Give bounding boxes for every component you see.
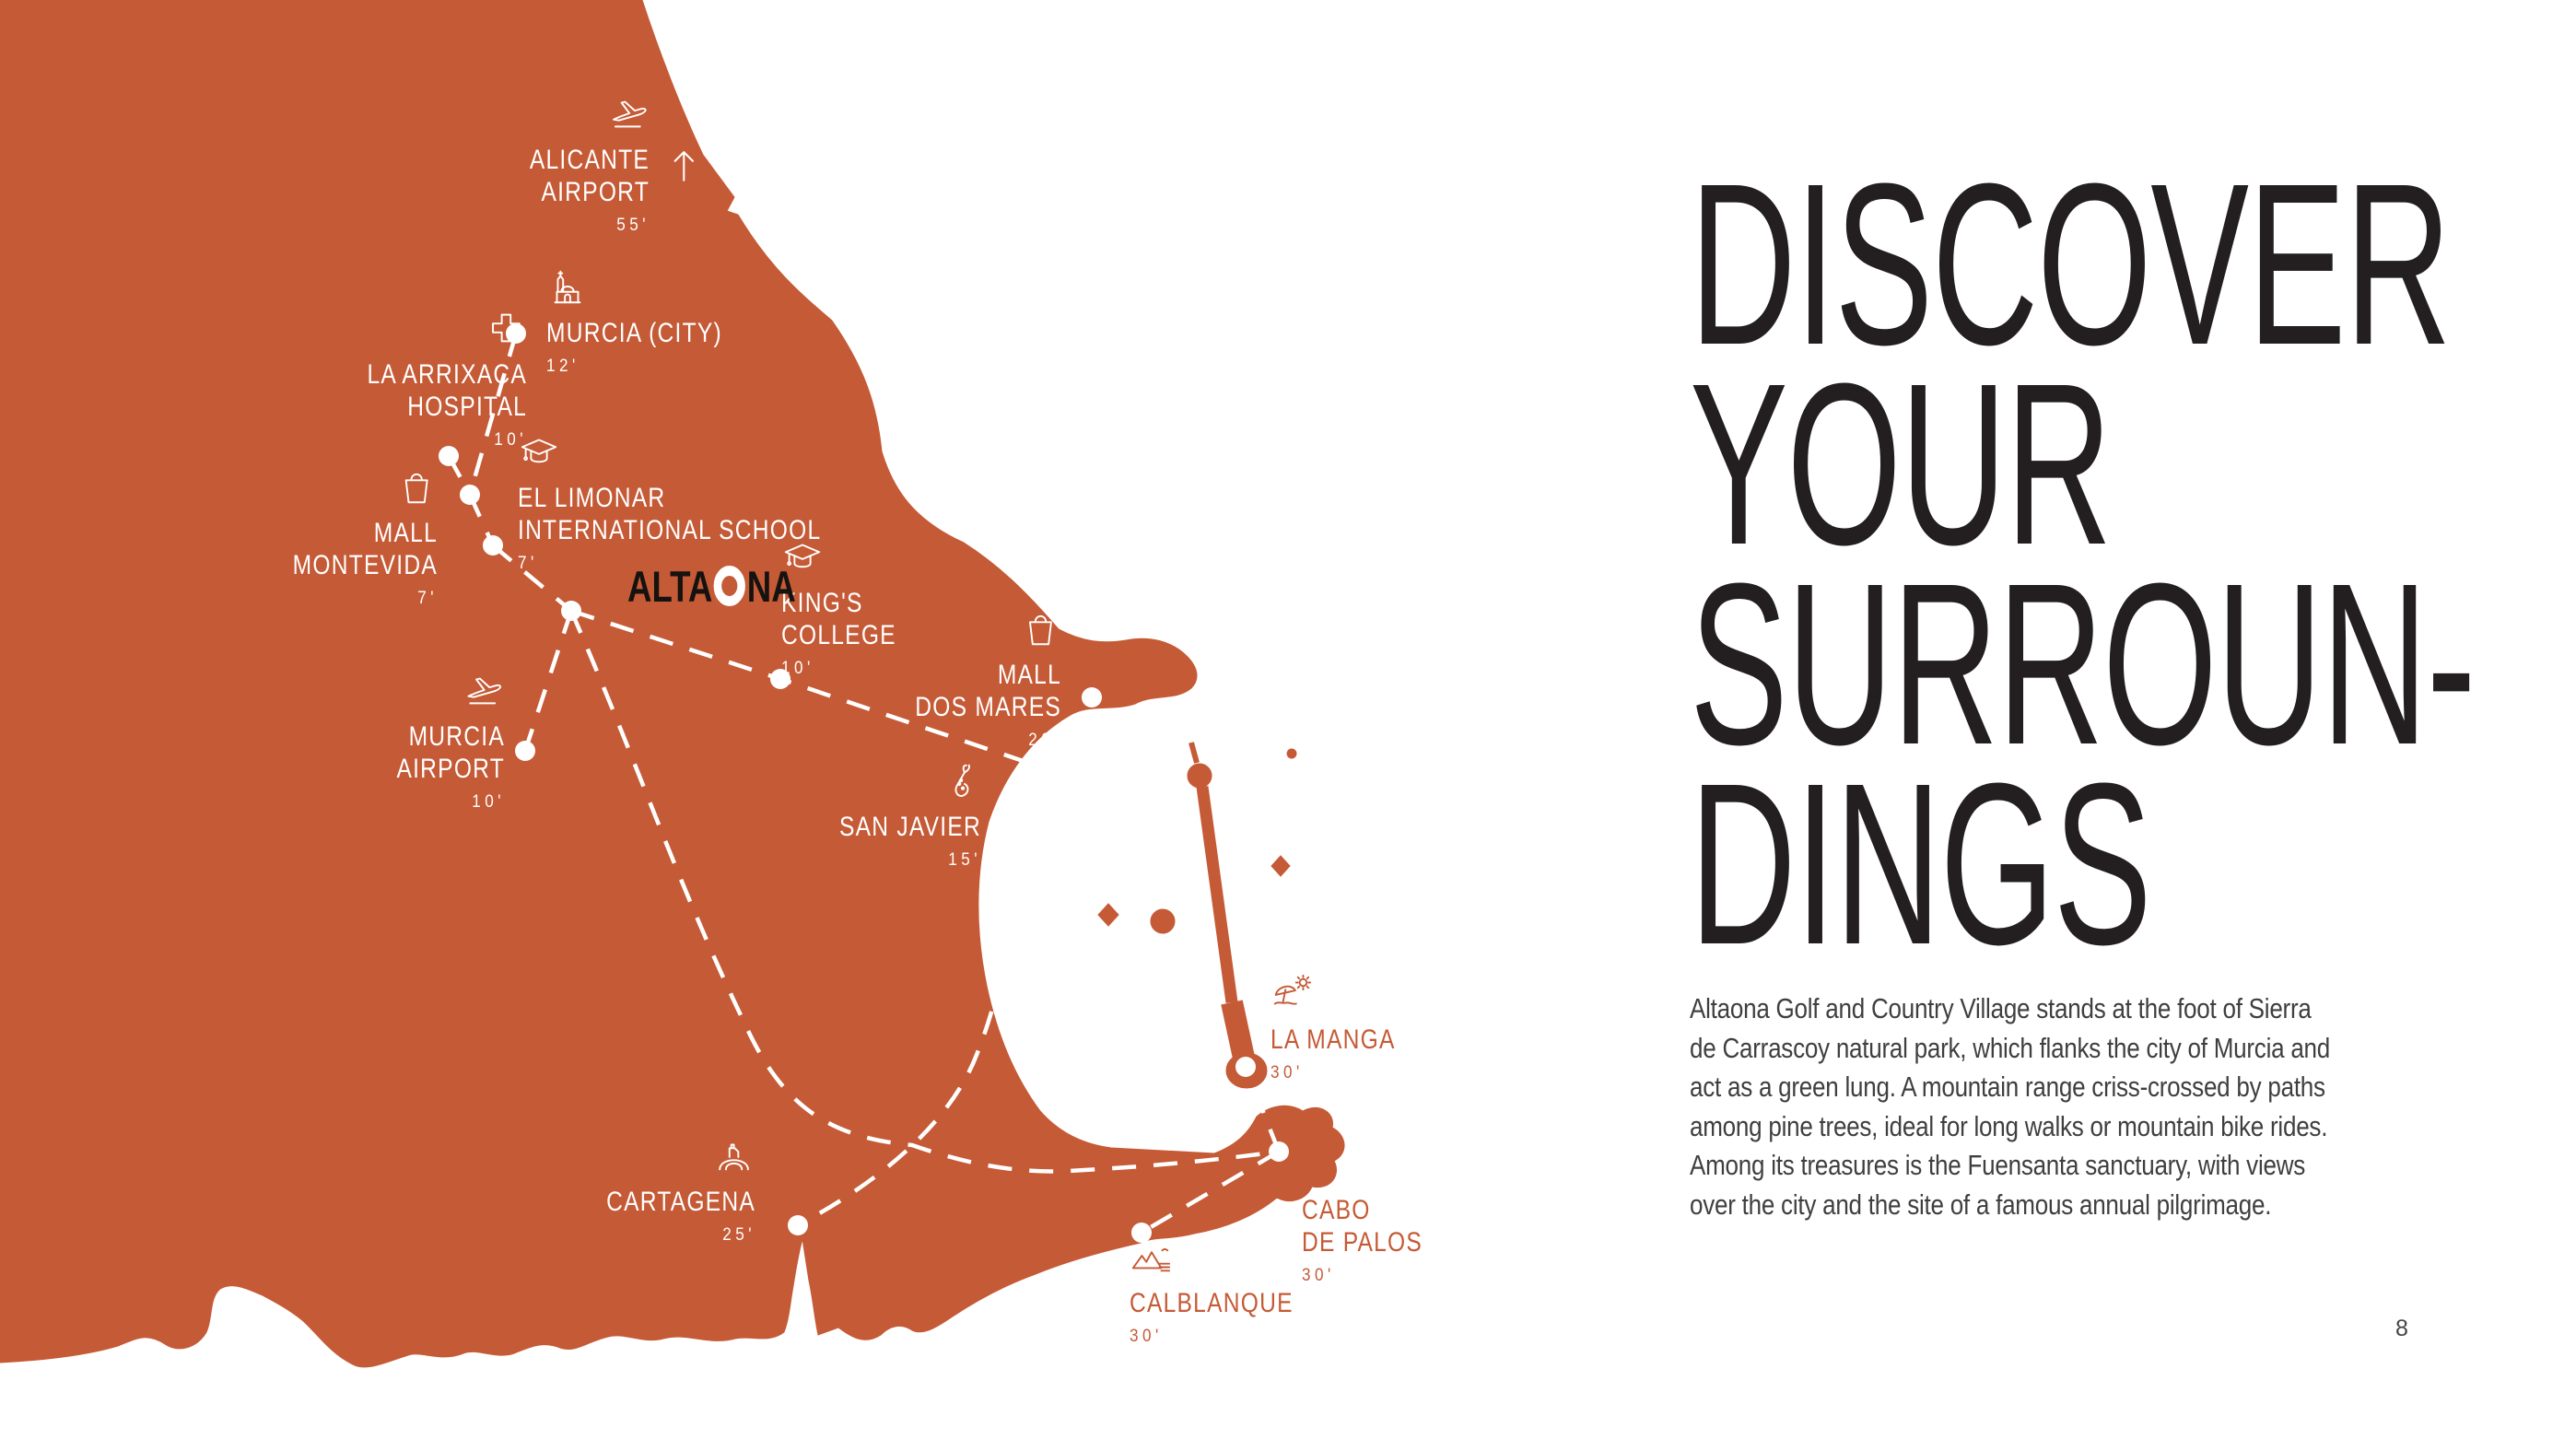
land-mass [0, 0, 1345, 1368]
map-label-el-limonar-school: EL LIMONAR INTERNATIONAL SCHOOL 7' [518, 430, 888, 574]
altaona-logo: ALTA NA [627, 561, 796, 612]
route-junction-to-cartagena [796, 768, 1050, 1227]
theater-icon [574, 1134, 755, 1182]
location-name: LA ARRIXACA HOSPITAL [367, 359, 527, 422]
location-name: LA MANGA [1270, 1024, 1396, 1055]
location-dot [515, 741, 535, 761]
plane-icon [503, 92, 650, 140]
cross-icon [332, 307, 527, 355]
location-dot [483, 535, 503, 556]
map-label-san-javier: SAN JAVIER 15' [808, 759, 981, 871]
title-line: SURROUN- [1690, 535, 2476, 792]
lighthouse-icon [1302, 1142, 1449, 1190]
beach-icon [1270, 972, 1423, 1020]
travel-time: 30' [1302, 1266, 1335, 1285]
location-name: KING'S COLLEGE [781, 588, 896, 650]
location-name: MURCIA (CITY) [546, 318, 722, 348]
plane-icon [373, 669, 505, 717]
map-label-calblanque: CALBLANQUE 30' [1130, 1235, 1329, 1347]
location-name: MURCIA AIRPORT [396, 721, 505, 784]
travel-time: 20' [1028, 731, 1061, 750]
map-label-la-arrixaca-hospital: LA ARRIXACA HOSPITAL 10' [332, 307, 527, 451]
page-number: 8 [2395, 1316, 2408, 1341]
arrow-up-icon [664, 146, 703, 191]
ring-o-icon [713, 566, 746, 606]
location-name: CABO DE PALOS [1302, 1195, 1423, 1258]
location-dot [1037, 759, 1058, 779]
travel-time: 12' [546, 357, 580, 376]
location-name: SAN JAVIER [838, 812, 981, 842]
location-dot [1131, 1223, 1152, 1243]
travel-time: 10' [781, 659, 814, 678]
body-paragraph: Altaona Golf and Country Village stands … [1690, 992, 2331, 1221]
route-coast-to-la-manga [1243, 1066, 1282, 1153]
map-label-mall-montevida: MALL MONTEVIDA 7' [261, 465, 438, 609]
location-name: MALL MONTEVIDA [292, 518, 438, 580]
location-dot [1235, 1057, 1256, 1077]
travel-time: 7' [417, 589, 438, 608]
location-dot [561, 601, 581, 621]
location-dot [770, 669, 790, 689]
map-label-cabo-de-palos: CABO DE PALOS 30' [1302, 1142, 1449, 1286]
title-line: YOUR [1690, 335, 2112, 592]
travel-time: 10' [472, 792, 505, 812]
la-manga-strip [1187, 742, 1268, 1089]
page-title: DISCOVER YOUR SURROUN- DINGS [1690, 135, 2476, 992]
location-name: CALBLANQUE [1130, 1288, 1294, 1318]
travel-time: 55' [616, 216, 650, 235]
location-dot [1082, 687, 1102, 708]
map-label-murcia-airport: MURCIA AIRPORT 10' [373, 669, 505, 813]
gradcap-icon [518, 430, 888, 478]
islands [1097, 748, 1297, 934]
travel-time: 25' [722, 1225, 755, 1245]
map-label-mall-dos-mares: MALL DOS MARES 20' [883, 607, 1061, 751]
location-dot [460, 485, 480, 505]
location-name: CARTAGENA [606, 1187, 755, 1217]
route-junction-to-mall-dos-mares [1046, 696, 1094, 771]
map-label-cartagena: CARTAGENA 25' [574, 1134, 755, 1246]
bag-icon [261, 465, 438, 513]
altaona-logo-suffix: NA [746, 562, 796, 611]
location-dot [788, 1215, 808, 1235]
travel-time: 30' [1130, 1327, 1163, 1346]
route-altaona-to-coast [568, 610, 1280, 1174]
route-montevida-to-altaona [491, 544, 573, 613]
travel-time: 15' [948, 850, 981, 870]
location-dot [439, 446, 459, 466]
sax-icon [808, 759, 981, 807]
title-line: DISCOVER [1690, 135, 2452, 392]
altaona-logo-prefix: ALTA [627, 562, 713, 611]
route-murcia-city-to-el-limonar [467, 333, 519, 496]
location-dots [439, 323, 1289, 1243]
location-dot [1269, 1141, 1289, 1162]
mountains-icon [1130, 1235, 1329, 1283]
bag-icon [883, 607, 1061, 655]
travel-time: 30' [1270, 1063, 1304, 1082]
map-label-alicante-airport: ALICANTE AIRPORT 55' [503, 92, 650, 236]
gradcap-icon [781, 535, 921, 583]
title-line: DINGS [1690, 735, 2152, 992]
travel-time: 10' [494, 430, 527, 450]
region-map [0, 0, 1345, 1368]
map-label-la-manga: LA MANGA 30' [1270, 972, 1423, 1083]
map-label-kings-college: KING'S COLLEGE 10' [781, 535, 921, 679]
map-label-murcia-city: MURCIA (CITY) 12' [546, 265, 761, 377]
route-coast-to-calblanque [1140, 1150, 1281, 1235]
location-name: ALICANTE AIRPORT [529, 145, 650, 207]
church-icon [546, 265, 761, 313]
location-name: MALL DOS MARES [915, 660, 1061, 722]
travel-time: 7' [518, 554, 538, 573]
location-name: EL LIMONAR INTERNATIONAL SCHOOL [518, 483, 822, 545]
